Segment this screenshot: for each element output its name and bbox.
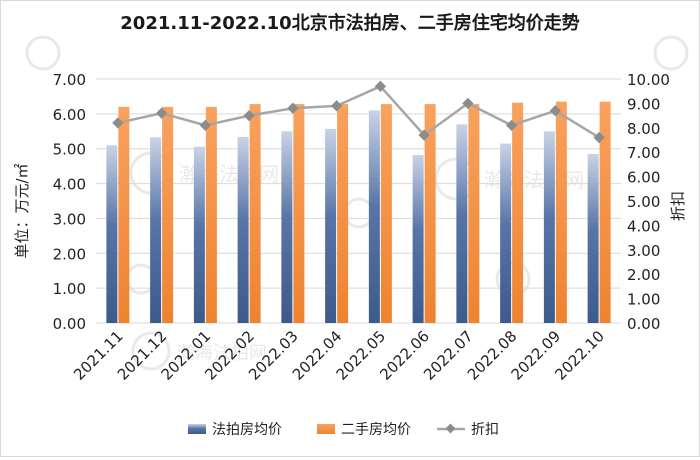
- left-tick-label: 3.00: [53, 210, 86, 228]
- watermark-logo: [25, 35, 61, 71]
- legend-label: 法拍房均价: [212, 422, 282, 438]
- bar-secondhand-price: [337, 104, 349, 324]
- right-tick-label: 6.00: [627, 169, 660, 187]
- discount-line: [112, 80, 605, 144]
- watermark-logo: 瀚海法拍网: [131, 331, 267, 371]
- watermark-text: 瀚海法拍网: [177, 343, 267, 364]
- watermark-logo: [653, 35, 689, 71]
- bar-auction-price: [150, 137, 162, 323]
- right-tick-label: 7.00: [627, 144, 660, 162]
- left-axis-label: 单位：万元/㎡: [13, 163, 31, 258]
- right-tick-label: 10.00: [627, 71, 670, 89]
- bar-auction-price: [456, 124, 468, 323]
- right-axis-label: 折扣: [669, 191, 687, 221]
- left-tick-label: 0.00: [53, 315, 86, 333]
- left-tick-label: 4.00: [53, 176, 86, 194]
- left-tick-label: 7.00: [53, 71, 86, 89]
- bar-auction-price: [106, 145, 118, 323]
- right-tick-label: 5.00: [627, 193, 660, 211]
- watermark-text: 瀚海法拍网: [484, 168, 584, 192]
- bar-auction-price: [543, 131, 555, 323]
- bar-auction-price: [368, 110, 380, 323]
- bar-auction-price: [281, 131, 293, 323]
- bar-secondhand-price: [118, 106, 130, 323]
- bar-auction-price: [500, 143, 512, 323]
- bar-secondhand-price: [293, 104, 305, 324]
- legend-label: 折扣: [471, 422, 499, 438]
- x-axis-labels: 2021.112021.122022.012022.022022.032022.…: [70, 327, 608, 384]
- bar-auction-price: [412, 154, 424, 323]
- left-tick-label: 1.00: [53, 280, 86, 298]
- bar-secondhand-price: [249, 104, 261, 324]
- gridlines: [96, 78, 621, 324]
- bar-auction-price: [325, 128, 337, 323]
- right-tick-label: 9.00: [627, 95, 660, 113]
- left-tick-label: 5.00: [53, 141, 86, 159]
- bar-auction-price: [587, 153, 599, 323]
- bar-secondhand-price: [162, 106, 174, 323]
- left-tick-label: 2.00: [53, 245, 86, 263]
- legend-swatch: [188, 424, 206, 434]
- bar-secondhand-price: [599, 101, 611, 324]
- right-tick-label: 4.00: [627, 217, 660, 235]
- chart-title: 2021.11-2022.10北京市法拍房、二手房住宅均价走势: [120, 12, 579, 34]
- right-tick-label: 8.00: [627, 120, 660, 138]
- left-tick-label: 6.00: [53, 106, 86, 124]
- discount-line-path: [117, 84, 600, 139]
- discount-point: [593, 131, 605, 144]
- right-axis-ticks: 0.00 1.00 2.00 3.00 4.00 5.00 6.00 7.00 8.00 9.00…: [627, 71, 670, 333]
- right-tick-label: 0.00: [627, 315, 660, 333]
- bar-secondhand-price: [468, 104, 480, 324]
- bar-secondhand-price: [512, 102, 524, 324]
- discount-point: [418, 129, 430, 141]
- bar-marks: [106, 101, 611, 324]
- bar-auction-price: [193, 146, 205, 323]
- legend: 法拍房均价 二手房均价 折扣: [188, 422, 499, 438]
- legend-marker: [445, 423, 456, 434]
- left-axis-ticks: 0.00 1.00 2.00 3.00 4.00 5.00 6.00 7.00: [53, 71, 86, 333]
- legend-swatch: [317, 424, 335, 434]
- bar-secondhand-price: [205, 106, 217, 323]
- watermark-logo: [343, 197, 375, 229]
- right-tick-label: 1.00: [627, 291, 660, 309]
- right-tick-label: 3.00: [627, 242, 660, 260]
- bar-auction-price: [237, 136, 249, 323]
- bar-secondhand-price: [555, 101, 567, 324]
- bar-secondhand-price: [424, 104, 436, 324]
- bar-secondhand-price: [380, 104, 392, 324]
- right-tick-label: 2.00: [627, 266, 660, 284]
- legend-label: 二手房均价: [341, 422, 411, 438]
